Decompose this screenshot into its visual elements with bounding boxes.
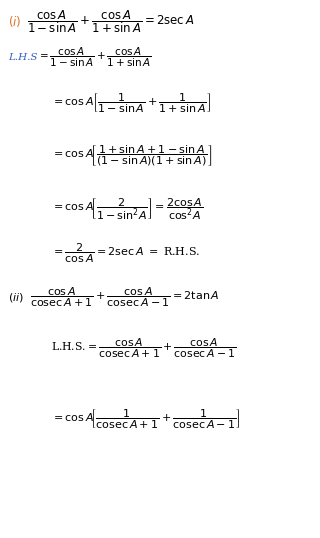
Text: $\dfrac{\cos A}{\mathrm{cosec}\,A+1}+\dfrac{\cos A}{\mathrm{cosec}\,A-1}=2\tan A: $\dfrac{\cos A}{\mathrm{cosec}\,A+1}+\df… bbox=[30, 286, 220, 309]
Text: $=\cos A\!\left[\dfrac{2}{1-\sin^2\!A}\right]=\dfrac{2\cos A}{\cos^2\!A}$: $=\cos A\!\left[\dfrac{2}{1-\sin^2\!A}\r… bbox=[51, 197, 204, 222]
Text: $=\cos A\!\left[\dfrac{1}{\mathrm{cosec}\,A+1}+\dfrac{1}{\mathrm{cosec}\,A-1}\ri: $=\cos A\!\left[\dfrac{1}{\mathrm{cosec}… bbox=[51, 408, 241, 431]
Text: $=\cos A\!\left[\dfrac{1+\sin A+1-\sin A}{(1-\sin A)(1+\sin A)}\right]$: $=\cos A\!\left[\dfrac{1+\sin A+1-\sin A… bbox=[51, 144, 212, 168]
Text: $=\dfrac{\cos A}{1-\sin A}+\dfrac{\cos A}{1+\sin A}$: $=\dfrac{\cos A}{1-\sin A}+\dfrac{\cos A… bbox=[37, 46, 152, 69]
Text: $\dfrac{\cos A}{1-\sin A}+\dfrac{\cos A}{1+\sin A}=2\sec A$: $\dfrac{\cos A}{1-\sin A}+\dfrac{\cos A}… bbox=[27, 8, 195, 35]
Text: $(ii)$: $(ii)$ bbox=[8, 291, 24, 304]
Text: $=\cos A\left[\dfrac{1}{1-\sin A}+\dfrac{1}{1+\sin A}\right]$: $=\cos A\left[\dfrac{1}{1-\sin A}+\dfrac… bbox=[51, 91, 211, 115]
Text: L.H.S.$=\dfrac{\cos A}{\mathrm{cosec}\,A+1}+\dfrac{\cos A}{\mathrm{cosec}\,A-1}$: L.H.S.$=\dfrac{\cos A}{\mathrm{cosec}\,A… bbox=[51, 336, 236, 360]
Text: $=\dfrac{2}{\cos A}=2\sec A\;=$ R.H.S.: $=\dfrac{2}{\cos A}=2\sec A\;=$ R.H.S. bbox=[51, 241, 201, 265]
Text: $(i)$: $(i)$ bbox=[8, 14, 21, 29]
Text: L.H.S: L.H.S bbox=[8, 53, 37, 62]
